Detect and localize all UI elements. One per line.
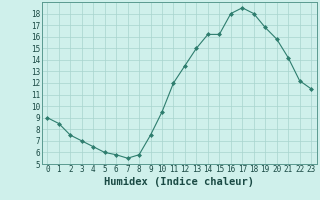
X-axis label: Humidex (Indice chaleur): Humidex (Indice chaleur) — [104, 177, 254, 187]
